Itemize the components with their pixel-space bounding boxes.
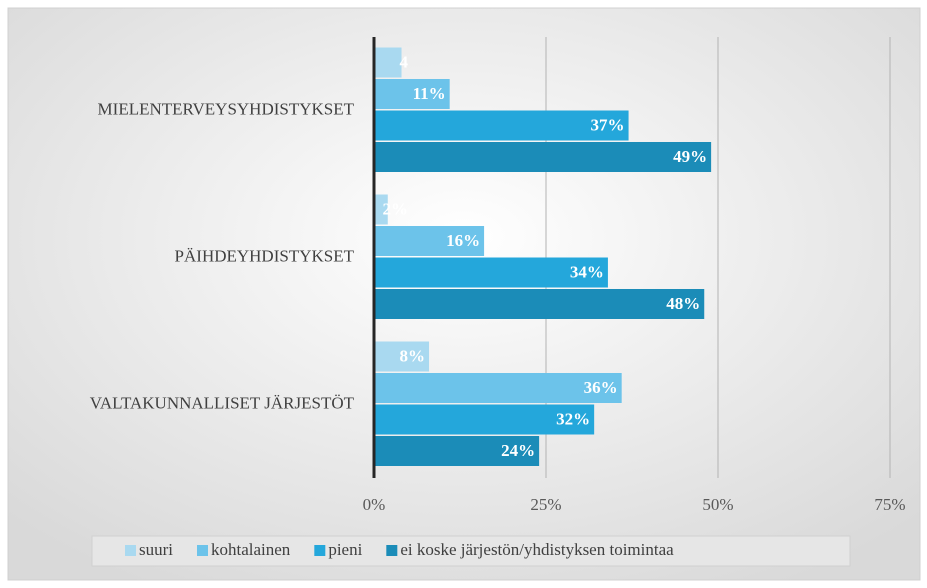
bar xyxy=(374,47,402,78)
legend-swatch xyxy=(314,545,326,556)
x-tick-label: 50% xyxy=(702,495,733,514)
legend-swatch xyxy=(197,545,208,556)
legend-swatch xyxy=(125,545,136,556)
data-label: 37% xyxy=(591,115,625,134)
y-tick-label: PÄIHDEYHDISTYKSET xyxy=(175,246,355,265)
bar xyxy=(374,289,705,319)
y-tick-label: MIELENTERVEYSYHDISTYKSET xyxy=(98,99,355,118)
bar xyxy=(374,194,388,225)
data-label: 11% xyxy=(413,84,446,103)
data-label: 36% xyxy=(584,378,618,397)
data-label: 4 xyxy=(400,52,409,71)
x-tick-label: 25% xyxy=(530,495,561,514)
legend-box xyxy=(91,535,851,567)
data-label: 32% xyxy=(556,409,590,428)
legend-label: pieni xyxy=(328,540,362,559)
bar xyxy=(374,110,629,141)
data-label: 24% xyxy=(501,441,535,460)
bar xyxy=(374,226,485,256)
y-tick-label: VALTAKUNNALLISET JÄRJESTÖT xyxy=(90,393,355,412)
x-tick-label: 75% xyxy=(874,495,905,514)
x-tick-label: 0% xyxy=(363,495,386,514)
bar xyxy=(374,436,540,466)
data-label: 16% xyxy=(446,231,480,250)
data-label: 8% xyxy=(400,346,426,365)
data-label: 49% xyxy=(673,147,707,166)
bar xyxy=(374,257,608,288)
data-label: 48% xyxy=(666,294,700,313)
legend-swatch xyxy=(386,545,398,556)
legend-label: ei koske järjestön/yhdistyksen toimintaa xyxy=(400,540,674,559)
data-label: 34% xyxy=(570,262,604,281)
legend-label: kohtalainen xyxy=(211,540,291,559)
bar xyxy=(374,341,430,372)
legend-label: suuri xyxy=(139,540,173,559)
bar xyxy=(374,373,622,403)
data-label: 2% xyxy=(383,199,409,218)
bar xyxy=(374,404,595,435)
bar xyxy=(374,142,712,172)
bar xyxy=(374,79,450,109)
